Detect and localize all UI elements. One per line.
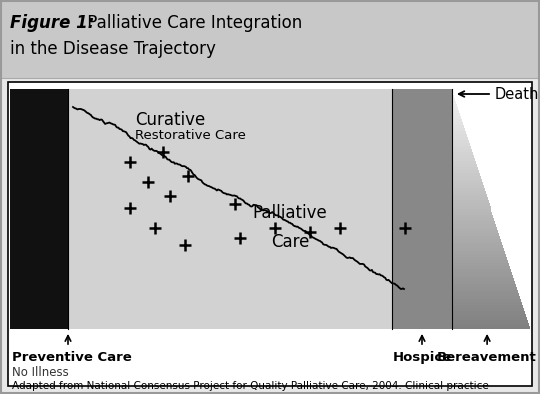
Bar [452,314,525,317]
Bar [452,104,457,107]
Bar [452,158,475,161]
Bar [452,302,522,305]
Text: Adapted from National Consensus Project for Quality Palliative Care, 2004. Clini: Adapted from National Consensus Project … [12,381,489,394]
Bar [452,161,476,164]
Bar [452,173,480,176]
Bar [452,218,495,221]
Bar [8,82,532,386]
Bar [452,188,485,191]
Bar [452,305,523,308]
Bar [452,116,461,119]
Bar [10,89,68,329]
Bar [452,146,471,149]
Bar [452,170,479,173]
Bar [452,263,509,266]
Text: Restorative Care: Restorative Care [135,129,246,142]
Text: Curative: Curative [135,111,205,129]
Bar [452,239,501,242]
Bar [452,191,485,194]
Bar [452,206,490,209]
Bar [452,290,518,293]
Bar [452,260,508,263]
Bar [452,149,472,152]
Bar [452,197,488,200]
Bar [452,266,510,269]
Bar [452,95,455,98]
Bar [452,251,505,254]
Bar [452,317,526,320]
Bar [452,119,462,122]
Bar [452,134,467,137]
Bar [452,176,481,179]
Bar [452,236,500,239]
Bar [452,101,456,104]
Bar [452,107,458,110]
Bar [452,167,478,170]
Text: in the Disease Trajectory: in the Disease Trajectory [10,40,216,58]
Bar [452,257,507,260]
Bar [452,242,502,245]
Bar [452,128,465,131]
Bar [452,194,487,197]
Bar [452,182,483,185]
Bar [452,311,525,314]
Bar [452,299,521,302]
Bar [0,0,540,78]
Bar [452,281,515,284]
Bar [452,275,513,278]
Bar [452,179,482,182]
Bar [452,152,473,155]
Bar [452,113,460,116]
Text: Palliative Care Integration: Palliative Care Integration [82,14,302,32]
Text: Preventive Care: Preventive Care [12,351,132,364]
Bar [452,212,492,215]
Bar [452,185,484,188]
Bar [452,164,477,167]
Bar [452,308,524,311]
Bar [452,293,519,296]
Text: Figure 1:: Figure 1: [10,14,94,32]
Bar [452,248,504,251]
Bar [452,155,474,158]
Bar [452,320,528,323]
Bar [452,296,520,299]
Bar [452,215,494,218]
Bar [452,92,454,95]
Bar [452,131,466,134]
Bar [452,272,512,275]
Bar [452,110,460,113]
Bar [452,209,491,212]
Bar [452,203,490,206]
Bar [452,245,503,248]
Bar [452,224,496,227]
Text: Hospice: Hospice [393,351,451,364]
Bar [452,269,511,272]
Bar [452,254,506,257]
Bar [452,233,500,236]
Text: Bereavement: Bereavement [437,351,537,364]
Text: Death: Death [495,87,539,102]
Bar [452,200,489,203]
Bar [452,122,463,125]
Bar [452,278,514,281]
Bar [452,287,517,290]
Bar [452,221,495,224]
Text: No Illness: No Illness [12,366,69,379]
Bar [452,98,455,101]
Bar [452,140,469,143]
Text: Palliative
Care: Palliative Care [253,204,327,251]
Bar [452,143,470,146]
Bar [452,284,516,287]
Bar [452,230,498,233]
Bar [68,89,392,329]
Bar [452,323,529,326]
Bar [452,137,468,140]
Bar [392,89,452,329]
Bar [452,227,497,230]
Bar [452,326,530,329]
Bar [452,125,464,128]
